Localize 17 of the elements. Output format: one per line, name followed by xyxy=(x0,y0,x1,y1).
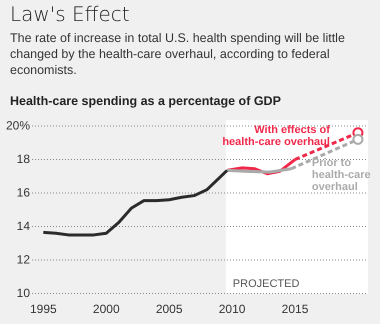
y-tick-label: 10 xyxy=(16,286,30,300)
y-tick-label: 18 xyxy=(16,152,30,166)
x-tick-label: 2005 xyxy=(156,302,183,316)
y-tick-label: 20% xyxy=(6,118,30,132)
text: With effects of health-care overhaul xyxy=(222,124,330,148)
chart-subtitle: The rate of increase in total U.S. health spending will be little changed by the health-care overhaul, according to federal economists. xyxy=(10,30,346,78)
y-tick-label: 14 xyxy=(16,218,30,233)
y-tick-label: 12 xyxy=(16,252,30,266)
x-tick-label: 1995 xyxy=(30,302,58,316)
y-tick-label: 16 xyxy=(16,185,30,200)
x-tick-label: 2010 xyxy=(218,302,246,316)
band-label: PROJECTED xyxy=(232,278,300,290)
chart-title: Law's Effect xyxy=(10,2,130,26)
x-tick-label: 2000 xyxy=(92,302,120,316)
y-axis-title: Health-care spending as a percentage of GDP xyxy=(10,94,281,108)
series-label: Prior to health-care overhaul xyxy=(312,156,371,193)
x-tick-label: 2015 xyxy=(282,302,309,316)
